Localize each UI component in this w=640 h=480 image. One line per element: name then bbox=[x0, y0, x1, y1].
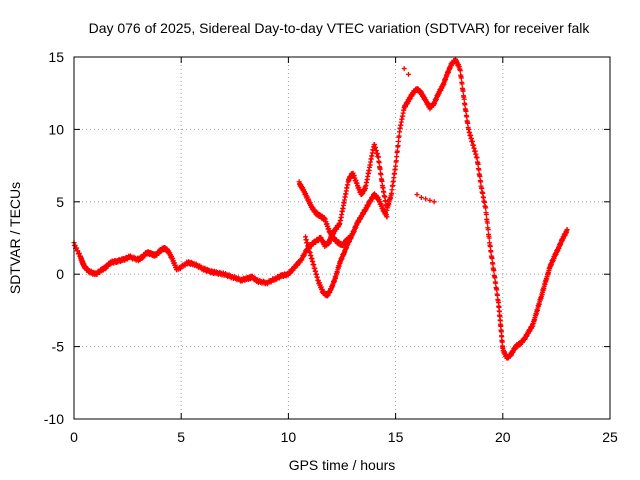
data-point bbox=[494, 292, 500, 298]
data-point bbox=[401, 66, 407, 72]
data-point bbox=[491, 268, 497, 274]
data-point bbox=[379, 178, 385, 184]
data-point bbox=[393, 163, 399, 169]
y-tick-label: 5 bbox=[56, 194, 64, 210]
data-point bbox=[460, 88, 466, 94]
y-tick-labels: -10 -5 0 5 10 15 bbox=[44, 49, 64, 427]
x-tick-labels: 0 5 10 15 20 25 bbox=[70, 429, 618, 445]
data-point bbox=[487, 243, 493, 249]
data-point bbox=[485, 227, 491, 233]
data-point bbox=[483, 211, 489, 217]
chart-title: Day 076 of 2025, Sidereal Day-to-day VTE… bbox=[89, 20, 591, 36]
data-point bbox=[423, 196, 429, 202]
y-tick-label: 10 bbox=[48, 121, 64, 137]
y-tick-label: -10 bbox=[44, 411, 64, 427]
y-tick-label: 0 bbox=[56, 266, 64, 282]
data-point bbox=[459, 81, 465, 87]
x-tick-label: 20 bbox=[495, 429, 511, 445]
y-tick-label: 15 bbox=[48, 49, 64, 65]
y-axis-title: SDTVAR / TECUs bbox=[7, 182, 23, 294]
x-axis-title: GPS time / hours bbox=[289, 457, 396, 473]
data-point bbox=[375, 154, 381, 160]
data-point bbox=[405, 71, 411, 77]
data-point bbox=[475, 161, 481, 167]
data-point bbox=[492, 275, 498, 281]
data-point bbox=[462, 102, 468, 108]
data-point bbox=[427, 197, 433, 203]
data-point bbox=[489, 256, 495, 262]
data-point bbox=[395, 138, 401, 144]
data-point bbox=[431, 199, 437, 205]
grid-layer bbox=[74, 57, 610, 419]
data-point bbox=[418, 194, 424, 200]
data-point bbox=[377, 166, 383, 172]
plot-frame bbox=[73, 56, 611, 420]
data-point bbox=[378, 172, 384, 178]
tick-marks bbox=[73, 56, 611, 420]
series-tertiary bbox=[296, 179, 354, 248]
data-point bbox=[463, 108, 469, 114]
data-point bbox=[486, 235, 492, 241]
data-point bbox=[457, 68, 463, 74]
data-point bbox=[484, 220, 490, 226]
x-tick-label: 0 bbox=[70, 429, 78, 445]
data-point bbox=[478, 179, 484, 185]
data-point bbox=[464, 114, 470, 120]
data-marks bbox=[71, 56, 570, 361]
data-point bbox=[393, 158, 399, 164]
data-point bbox=[493, 280, 499, 286]
x-tick-label: 5 bbox=[177, 429, 185, 445]
data-point bbox=[414, 192, 420, 198]
x-tick-label: 15 bbox=[388, 429, 404, 445]
data-point bbox=[348, 235, 354, 241]
data-point bbox=[483, 205, 489, 211]
y-tick-label: -5 bbox=[52, 339, 65, 355]
data-point bbox=[474, 155, 480, 161]
x-tick-label: 25 bbox=[602, 429, 618, 445]
data-point bbox=[490, 261, 496, 267]
data-point bbox=[477, 173, 483, 179]
data-point bbox=[384, 214, 390, 220]
data-point bbox=[395, 143, 401, 149]
data-point bbox=[461, 96, 467, 102]
data-point bbox=[476, 167, 482, 173]
data-point bbox=[488, 249, 494, 255]
x-tick-label: 10 bbox=[281, 429, 297, 445]
data-point bbox=[564, 227, 570, 233]
series-isolated bbox=[401, 66, 437, 205]
data-point bbox=[394, 148, 400, 154]
data-point bbox=[494, 287, 500, 293]
data-point bbox=[394, 154, 400, 160]
data-point bbox=[465, 120, 471, 126]
series-main bbox=[71, 56, 570, 361]
data-point bbox=[458, 75, 464, 81]
data-point bbox=[396, 133, 402, 139]
data-point bbox=[376, 160, 382, 166]
